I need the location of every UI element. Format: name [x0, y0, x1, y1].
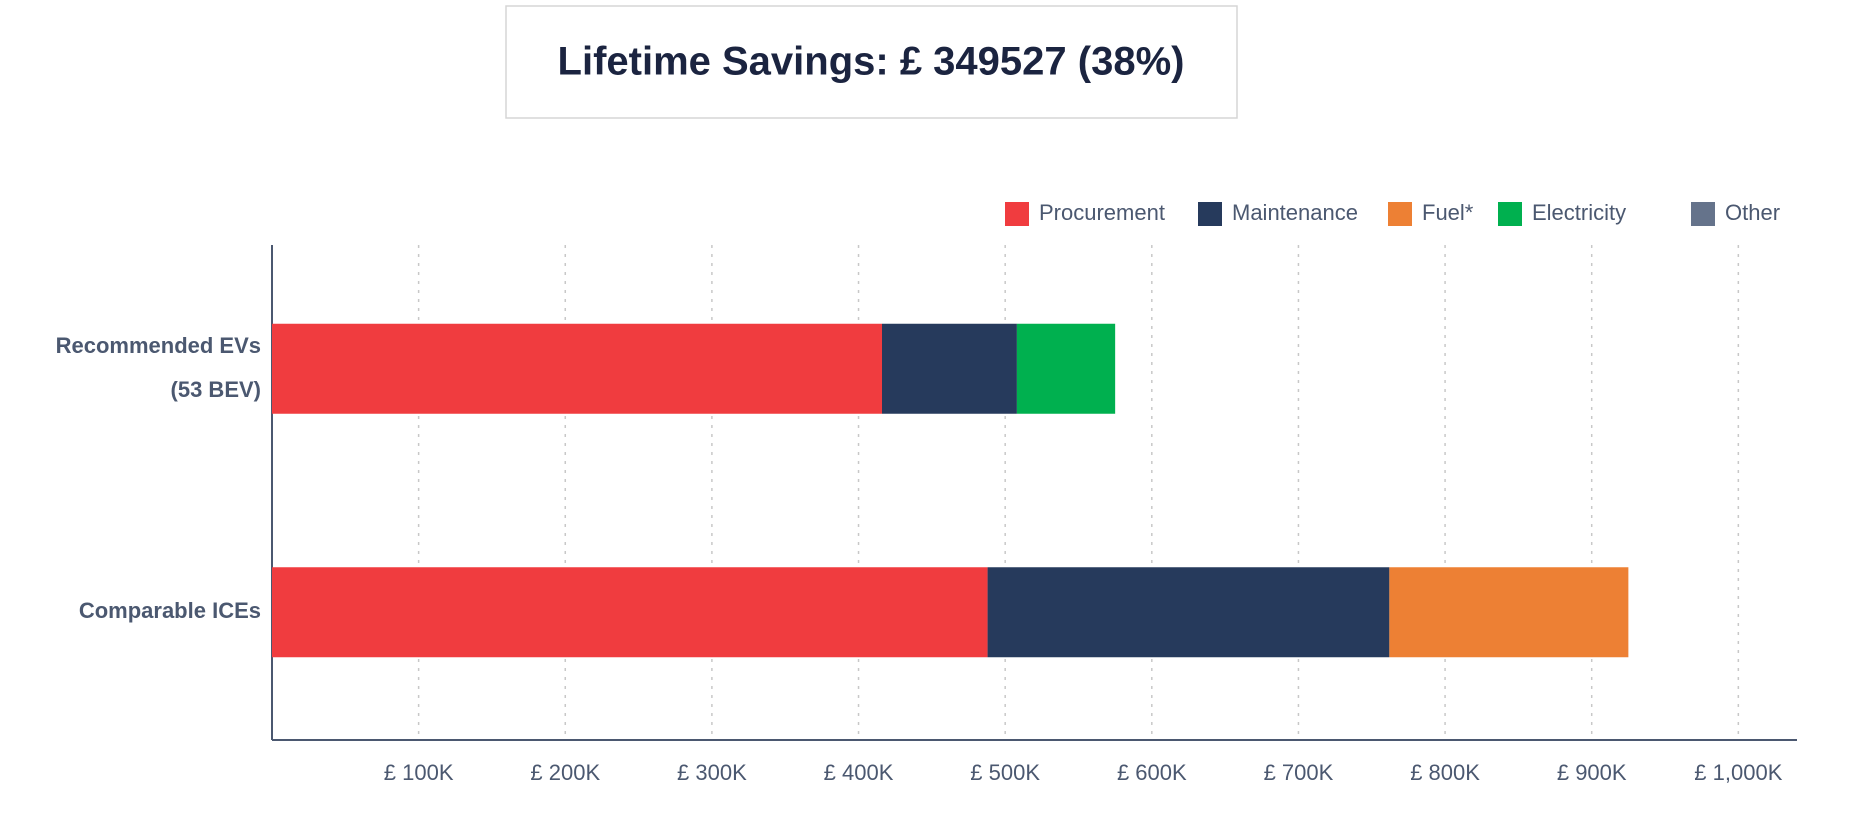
bar-segment — [272, 323, 882, 414]
legend-swatch — [1691, 202, 1715, 226]
legend-label: Other — [1725, 200, 1780, 225]
x-tick-label: £ 600K — [1117, 760, 1187, 785]
chart-title: Lifetime Savings: £ 349527 (38%) — [558, 40, 1185, 84]
title-box — [505, 5, 1238, 119]
x-tick-label: £ 100K — [384, 760, 454, 785]
legend-swatch — [1498, 202, 1522, 226]
legend-label: Procurement — [1039, 200, 1165, 225]
x-tick-label: £ 700K — [1264, 760, 1334, 785]
y-tick-label: Comparable ICEs — [79, 598, 261, 623]
bar-segment — [1016, 323, 1116, 414]
x-tick-label: £ 200K — [530, 760, 600, 785]
x-tick-label: £ 1,000K — [1694, 760, 1782, 785]
bar-segment — [272, 567, 988, 658]
bar-segment — [882, 323, 1017, 414]
legend-label: Maintenance — [1232, 200, 1358, 225]
y-tick-label: Recommended EVs (53 BEV) — [56, 333, 261, 402]
x-tick-label: £ 900K — [1557, 760, 1627, 785]
bar-segment — [987, 567, 1390, 658]
x-tick-label: £ 800K — [1410, 760, 1480, 785]
legend-swatch — [1005, 202, 1029, 226]
x-tick-label: £ 300K — [677, 760, 747, 785]
legend-swatch — [1388, 202, 1412, 226]
legend-label: Fuel* — [1422, 200, 1474, 225]
x-tick-label: £ 400K — [824, 760, 894, 785]
bar-segment — [1389, 567, 1629, 658]
x-tick-label: £ 500K — [970, 760, 1040, 785]
legend-label: Electricity — [1532, 200, 1626, 225]
legend-swatch — [1198, 202, 1222, 226]
